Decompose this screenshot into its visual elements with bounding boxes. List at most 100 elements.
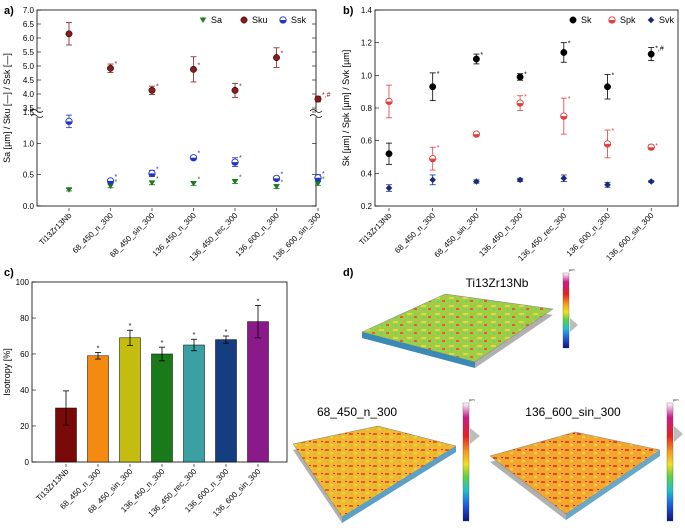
- axis-break-left: [30, 109, 44, 118]
- panel-a-sig-label: *: [198, 151, 201, 158]
- panel-a-sig-label: *: [156, 176, 159, 183]
- panel-b-xticks: Ti13Zr13Nb 68_450_n_30068_450_sin_300136_…: [357, 208, 656, 263]
- panel-d-maps: Ti13Zr13Nb µm 68_450_n_300 µm 136_600_si…: [292, 267, 683, 523]
- panel-c-ytick-label: 80: [20, 314, 29, 323]
- surface-map-3: [489, 431, 661, 520]
- surface-map-3-edge: [566, 450, 660, 520]
- panel-a-point-sku: [314, 95, 322, 103]
- panel-b-ytick-label: 0.4: [361, 169, 373, 178]
- surface-map-1-edge: [362, 332, 475, 368]
- panel-b-xtick-label: Ti13Zr13Nb: [357, 211, 393, 247]
- panel-a-xtick-label: 68_450_n_300: [71, 211, 116, 256]
- panel-b-ytick-label: 0.8: [361, 104, 373, 113]
- panel-c-bar: [151, 353, 173, 463]
- surface-map-1: [361, 293, 554, 368]
- panel-a-marks: * * * ** *******,#***** *: [65, 22, 331, 193]
- panel-b-point-spk-fill: [604, 143, 611, 148]
- panel-b-sig-label: *: [612, 128, 615, 135]
- panel-b-point-svk: [516, 176, 524, 184]
- panel-a-xticks: Ti13Zr13Nb68_450_n_30068_450_sin_300136_…: [37, 208, 323, 263]
- panel-a-ytick-label: 7.0: [23, 6, 35, 15]
- panel-a-ytick-label: 6.0: [23, 34, 35, 43]
- panel-a-yticks: 0.0 0.5 1.0 1.53.5 4.0 4.5 5.0 5.5 6.0 6.5 7.0: [23, 6, 316, 211]
- panel-a-point-sa: [190, 180, 197, 187]
- panel-c-sig-label: *: [129, 323, 132, 330]
- panel-a-ytick-label: 1.5: [23, 108, 35, 117]
- panel-a-point-ssk-fill: [190, 157, 197, 161]
- panel-a-point-ssk-fill: [65, 121, 73, 125]
- surface-map-2-edge: [342, 446, 456, 523]
- panel-a-sig-label: *: [239, 155, 242, 162]
- panel-b-legend-marker-svk: [647, 16, 655, 24]
- panel-a-sig-label: *: [156, 166, 159, 173]
- panel-a-sig-label: *: [115, 179, 118, 186]
- panel-b-point-svk: [560, 174, 568, 182]
- panel-b-point-spk-fill: [429, 158, 436, 162]
- panel-c-bar: [87, 355, 109, 463]
- surface-map-2: [292, 425, 457, 523]
- panel-a-xtick-label: 136_450_n_300: [151, 211, 199, 259]
- panel-c-xticks: Ti13Zr13Nb68_450_n_30068_450_sin_300136_…: [34, 464, 263, 519]
- panel-b-point-spk-fill: [560, 116, 567, 120]
- panel-a-point-ssk-fill: [148, 173, 156, 177]
- panel-b-ytick-label: 1.2: [361, 39, 373, 48]
- map-title-2: 68_450_n_300: [317, 405, 397, 419]
- map-title-1: Ti13Zr13Nb: [466, 276, 529, 290]
- panel-b-legend-label: Spk: [620, 15, 636, 25]
- panel-a-sig-label: *: [198, 176, 201, 183]
- panel-b-sig-label: *: [437, 145, 440, 152]
- panel-b-sig-label: *: [437, 71, 440, 78]
- panel-a-point-sa: [231, 179, 239, 185]
- panel-a-point-sa: [148, 180, 156, 186]
- panel-c-ylabel: Isotropy [%]: [2, 348, 12, 396]
- panel-a-ytick-label: 5.0: [23, 62, 35, 71]
- panel-b-ytick-label: 1.0: [361, 71, 373, 80]
- colorbar-1: µm: [562, 267, 578, 349]
- colorbar-3-histogram: [674, 426, 683, 442]
- panel-b-ytick-label: 0.6: [361, 137, 373, 146]
- panel-b-point-sk: [472, 55, 480, 63]
- panel-b-sig-label: *,#: [655, 46, 664, 53]
- panel-b-xtick-label: 136_450_n_300: [477, 211, 525, 259]
- colorbar-3-bar: [666, 402, 674, 522]
- panel-b-point-spk-fill: [473, 134, 480, 138]
- panel-a-ytick-label: 3.5: [23, 104, 35, 113]
- panel-a-point-sku: [190, 65, 197, 73]
- panel-b-point-sk: [385, 150, 393, 158]
- panel-c-ytick-label: 20: [20, 422, 29, 431]
- panel-a-legend-label: Sa: [211, 15, 222, 25]
- panel-a-point-sku: [65, 30, 73, 38]
- panel-a-point-sku: [231, 86, 239, 94]
- panel-b-point-sk: [429, 83, 437, 91]
- panel-a-point-ssk-fill: [107, 180, 114, 185]
- panel-b-sig-label: *: [612, 73, 615, 80]
- panel-a-sig-label: *: [115, 61, 118, 68]
- axis-break-right-gap: [311, 111, 321, 117]
- colorbar-1-histogram: [570, 318, 578, 332]
- panel-c-ytick-label: 100: [16, 278, 30, 287]
- panel-c-bar: [119, 337, 141, 463]
- colorbar-3: µm: [666, 397, 683, 522]
- panel-c-sig-label: *: [97, 346, 100, 353]
- panel-b-sig-label: *: [568, 96, 571, 103]
- panel-a-ytick-label: 0.0: [23, 202, 35, 211]
- panel-a-sig-label: *: [198, 62, 201, 69]
- panel-b-frame: [374, 9, 679, 207]
- panel-b-xtick-label: 136_450_rec_300: [516, 211, 568, 263]
- colorbar-1-bar: [562, 272, 570, 349]
- colorbar-1-unit: µm: [569, 267, 575, 272]
- panel-d-label: d): [343, 267, 354, 279]
- panel-a-ytick-label: 6.5: [23, 20, 35, 29]
- axis-break-right: [309, 109, 323, 118]
- panel-b-legend-marker-spk-fill: [608, 20, 616, 24]
- panel-b-point-sk: [560, 49, 568, 56]
- panel-a-ytick-label: 4.5: [23, 76, 35, 85]
- panel-a-legend-marker-sa: [199, 17, 207, 23]
- panel-b-sig-label: *: [480, 52, 483, 59]
- panel-c-bar: [183, 344, 205, 463]
- panel-b-legend-marker-sk: [569, 16, 577, 24]
- panel-a-point-ssk-fill: [314, 177, 322, 182]
- panel-b-sig-label: *: [524, 72, 527, 79]
- panel-a-xtick-label: 136_600_n_300: [234, 211, 282, 259]
- panel-a-xtick-label: Ti13Zr13Nb: [37, 211, 73, 247]
